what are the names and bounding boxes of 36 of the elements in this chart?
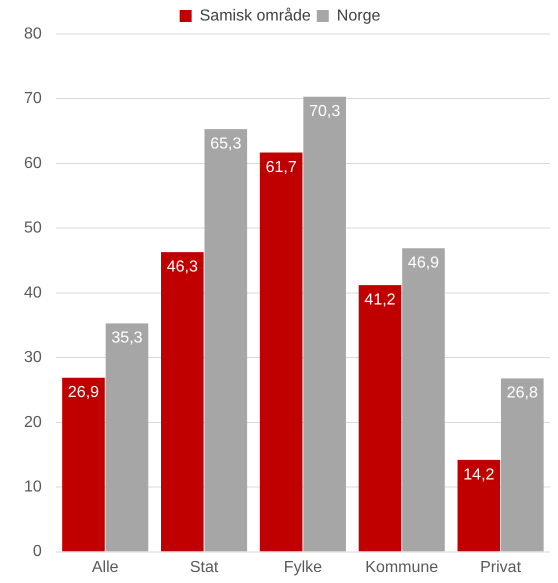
y-tick-label: 30 xyxy=(24,349,42,366)
y-tick-label: 50 xyxy=(24,220,42,237)
x-tick-label: Stat xyxy=(190,558,219,576)
bar xyxy=(260,152,302,552)
bar xyxy=(303,96,346,552)
x-tick-label: Privat xyxy=(480,558,522,576)
data-label: 65,3 xyxy=(210,136,242,153)
x-tick-label: Kommune xyxy=(365,558,438,576)
data-label: 46,9 xyxy=(408,254,440,272)
y-tick-label: 60 xyxy=(24,154,42,172)
bar xyxy=(106,323,148,552)
bar xyxy=(62,378,105,552)
y-tick-label: 20 xyxy=(24,414,42,431)
data-label: 41,2 xyxy=(364,292,396,309)
y-tick-label: 0 xyxy=(32,543,42,560)
y-tick-label: 40 xyxy=(24,284,42,302)
x-tick-label: Alle xyxy=(92,558,119,576)
legend-label: Norge xyxy=(336,7,380,24)
bar xyxy=(358,285,402,552)
data-label: 26,8 xyxy=(506,384,538,402)
data-label: 35,3 xyxy=(111,330,143,347)
y-tick-label: 70 xyxy=(24,90,42,108)
data-label: 46,3 xyxy=(166,258,198,276)
bar xyxy=(204,129,248,552)
bar xyxy=(458,460,500,552)
data-label: 70,3 xyxy=(309,103,340,120)
bar xyxy=(501,378,544,552)
y-tick-label: 80 xyxy=(24,25,42,42)
bar xyxy=(161,252,204,552)
y-tick-label: 10 xyxy=(24,478,42,496)
data-label: 26,9 xyxy=(68,384,100,402)
x-tick-label: Fylke xyxy=(284,558,322,576)
legend-label: Samisk område xyxy=(200,7,311,24)
data-label: 61,7 xyxy=(266,158,297,176)
bar xyxy=(402,248,445,552)
data-label: 14,2 xyxy=(463,466,495,484)
